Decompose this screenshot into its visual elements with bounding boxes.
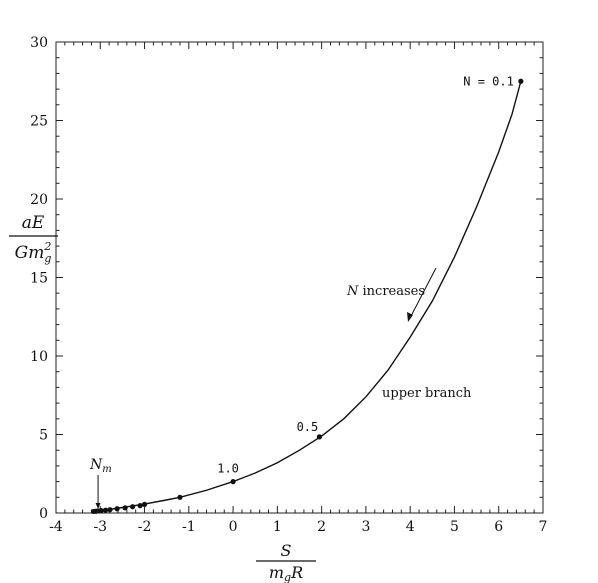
annotation-n-0.5: 0.5 [297,420,319,434]
y-tick-label: 25 [30,114,48,130]
x-axis-ticks: -4 -3 -2 -1 0 1 2 3 4 5 6 7 [49,42,547,535]
annotation-n-0.1: N = 0.1 [463,74,514,88]
nm-subscript: m [102,464,111,475]
y-label-numerator: aE [22,213,45,233]
increases-arrow-head [407,312,413,322]
x-tick-label: 6 [494,519,503,535]
data-point [98,508,104,514]
y-label-sup: 2 [43,240,51,253]
x-tick-label: 7 [539,519,548,535]
y-label-m: m [28,243,44,263]
x-tick-label: 4 [406,519,415,535]
annotation-upper-branch: upper branch [382,386,472,401]
x-label-denominator: mgR [269,563,303,583]
increases-symbol: N [346,284,359,299]
x-label-r: R [290,563,303,582]
upper-branch-curve [93,81,522,513]
x-tick-label: 1 [273,519,282,535]
data-point [114,506,120,512]
increases-text: increases [358,284,425,299]
x-tick-label: -4 [49,519,63,535]
x-label-numerator: S [281,541,292,560]
x-label-sub: g [284,571,291,583]
data-point [137,503,143,509]
increases-arrow [409,267,437,319]
y-tick-label: 15 [30,271,48,287]
nm-arrow-head [95,502,101,509]
x-tick-label: 2 [317,519,326,535]
x-tick-label: -3 [93,519,107,535]
annotation-n-m: Nm [89,457,112,509]
data-point [102,507,109,513]
y-label-denominator: Gm2 g [15,240,52,265]
y-axis-ticks: 0 5 10 15 20 25 30 [30,35,543,522]
y-tick-label: 20 [30,192,48,208]
axes [55,41,544,514]
y-tick-label: 10 [30,349,48,365]
data-point [230,479,236,485]
data-point [316,434,323,440]
x-axis-label: S mgR [256,541,316,583]
plot-frame [55,41,544,514]
y-label-sub: g [44,252,51,265]
x-tick-label: -2 [138,519,152,535]
y-label-g: G [15,243,29,263]
y-tick-label: 30 [30,35,48,51]
data-point [141,501,148,507]
annotation-n-1.0: 1.0 [217,462,239,476]
svg-text:Nm: Nm [89,457,112,475]
x-tick-label: 0 [229,519,238,535]
svg-text:N increases: N increases [346,284,425,299]
nm-symbol: N [89,457,103,473]
data-markers [91,78,524,515]
x-tick-label: 3 [361,519,370,535]
x-tick-label: 5 [450,519,459,535]
y-tick-label: 5 [39,428,48,444]
y-axis-label: aE Gm2 g [9,213,58,265]
data-point [107,507,113,513]
data-point [177,494,183,500]
data-point [129,504,136,510]
annotation-n-increases: N increases [346,267,437,322]
y-tick-label: 0 [39,506,48,522]
data-point [122,505,128,511]
x-tick-label: -1 [182,519,196,535]
x-label-m: m [269,563,284,582]
data-point [518,78,524,84]
